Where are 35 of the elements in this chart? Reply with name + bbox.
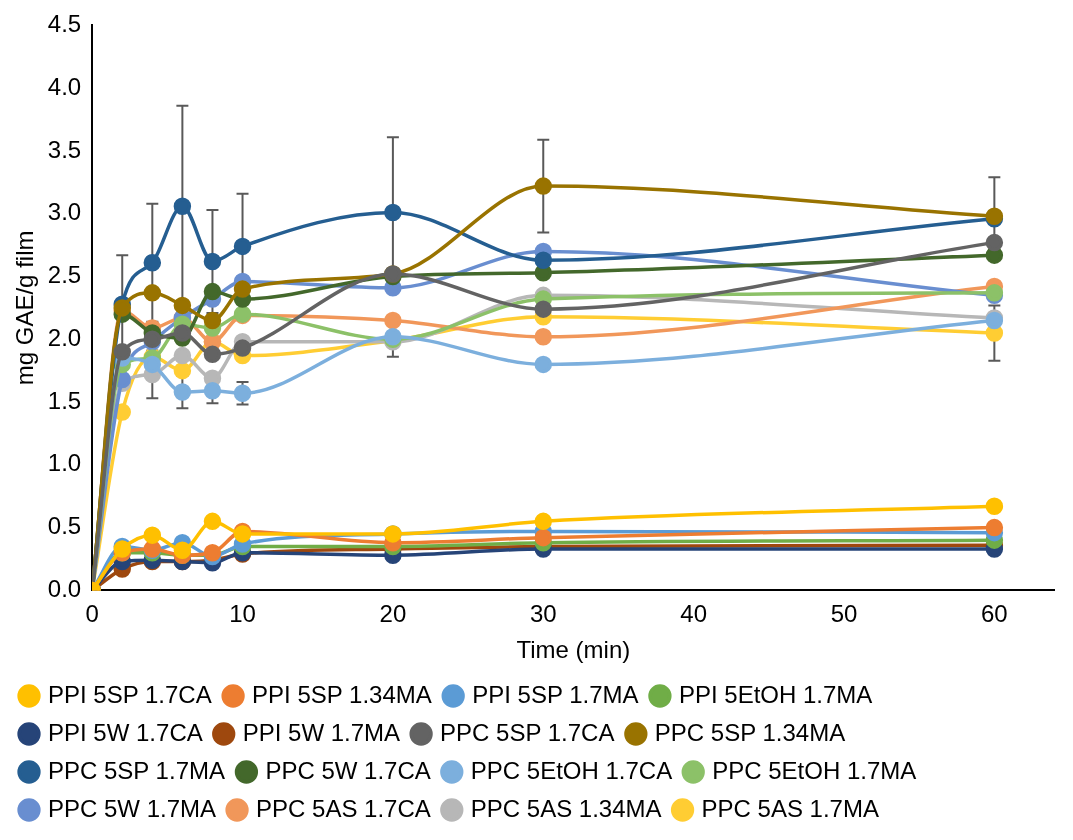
y-tick-label: 0.5 bbox=[47, 512, 82, 540]
legend-label: PPC 5W 1.7CA bbox=[265, 756, 431, 784]
y-tick-label: 3.0 bbox=[47, 198, 82, 226]
legend-label: PPC 5AS 1.34MA bbox=[470, 794, 662, 822]
y-tick-label: 1.5 bbox=[47, 386, 82, 414]
legend-label: PPI 5SP 1.34MA bbox=[252, 680, 432, 708]
legend-label: PPI 5W 1.7MA bbox=[242, 718, 401, 746]
legend-label: PPC 5SP 1.7MA bbox=[48, 756, 225, 784]
legend-label: PPI 5SP 1.7MA bbox=[472, 680, 639, 708]
legend-label: PPI 5W 1.7CA bbox=[48, 718, 203, 746]
legend-label: PPC 5EtOH 1.7CA bbox=[470, 756, 673, 784]
x-tick-label: 40 bbox=[680, 600, 707, 628]
x-tick-label: 50 bbox=[830, 600, 858, 628]
x-axis-title: Time (min) bbox=[516, 636, 631, 664]
y-axis-title: mg GAE/g film bbox=[11, 230, 39, 386]
legend-label: PPI 5SP 1.7CA bbox=[48, 680, 212, 708]
y-tick-label: 0.0 bbox=[47, 575, 82, 603]
legend-label: PPC 5EtOH 1.7MA bbox=[712, 756, 917, 784]
x-tick-label: 0 bbox=[85, 600, 99, 628]
y-tick-label: 4.5 bbox=[47, 10, 82, 38]
legend-label: PPC 5AS 1.7MA bbox=[701, 794, 879, 822]
x-tick-label: 20 bbox=[379, 600, 407, 628]
y-tick-label: 1.0 bbox=[47, 449, 82, 477]
y-tick-label: 2.5 bbox=[47, 261, 82, 289]
legend-label: PPC 5W 1.7MA bbox=[48, 794, 217, 822]
x-tick-label: 10 bbox=[229, 600, 256, 628]
y-tick-label: 2.0 bbox=[47, 323, 82, 351]
y-tick-label: 3.5 bbox=[47, 135, 82, 163]
legend-label: PPC 5AS 1.7CA bbox=[256, 794, 431, 822]
x-tick-label: 60 bbox=[981, 600, 1008, 628]
y-tick-label: 4.0 bbox=[47, 72, 82, 100]
legend-label: PPI 5EtOH 1.7MA bbox=[678, 680, 873, 708]
legend-label: PPC 5SP 1.7CA bbox=[440, 718, 615, 746]
x-tick-label: 30 bbox=[529, 600, 557, 628]
legend-label: PPC 5SP 1.34MA bbox=[654, 718, 846, 746]
